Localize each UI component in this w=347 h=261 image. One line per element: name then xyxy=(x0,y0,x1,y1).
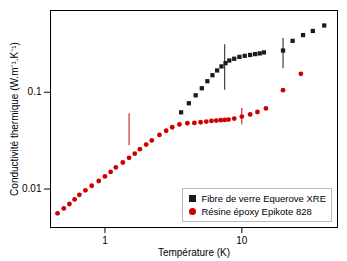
svg-text:0.01: 0.01 xyxy=(22,183,42,194)
html-text:Fibre de verre Equerove XRE: Fibre de verre Equerove XRE xyxy=(201,193,326,204)
html-text:Résine époxy Epikote 828: Résine époxy Epikote 828 xyxy=(201,206,312,217)
svg-text:1: 1 xyxy=(102,235,108,246)
svg-text:Conductivité thermique (W.m⁻¹.: Conductivité thermique (W.m⁻¹.K⁻¹) xyxy=(9,42,20,196)
svg-text:10: 10 xyxy=(236,235,248,246)
svg-text:Température (K): Température (K) xyxy=(158,247,230,258)
svg-text:0.1: 0.1 xyxy=(28,86,42,97)
